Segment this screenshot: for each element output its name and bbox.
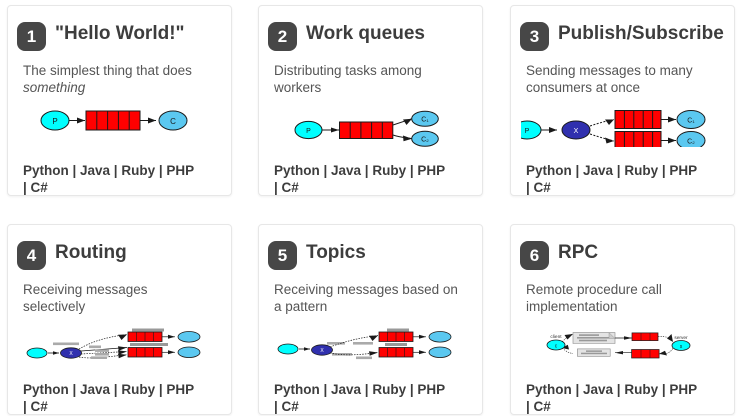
svg-text:C₁: C₁: [421, 117, 429, 124]
svg-text:C₂: C₂: [687, 139, 695, 146]
svg-text:server: server: [674, 335, 688, 341]
svg-text:P: P: [306, 128, 311, 135]
svg-text:P: P: [525, 128, 530, 135]
svg-text:C: C: [170, 117, 176, 126]
svg-text:C₂: C₂: [421, 137, 429, 144]
svg-text:client: client: [550, 334, 562, 340]
svg-text:C₁: C₁: [687, 118, 695, 125]
svg-text:X: X: [574, 128, 579, 135]
svg-text:P: P: [52, 117, 57, 126]
